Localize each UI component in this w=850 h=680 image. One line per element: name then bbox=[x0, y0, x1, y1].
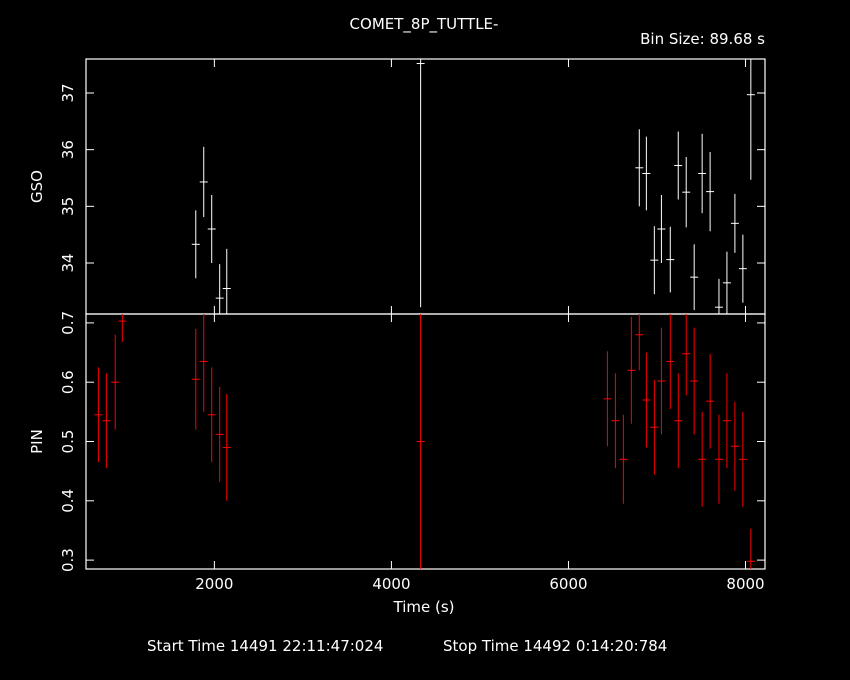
gso-data-point bbox=[698, 133, 707, 214]
pin-data-point bbox=[191, 328, 200, 430]
gso-data-point bbox=[722, 251, 731, 314]
pin-data-point bbox=[650, 379, 659, 475]
gso-ytick-label: 36 bbox=[59, 140, 77, 159]
pin-data-point bbox=[706, 353, 715, 449]
pin-data-point bbox=[698, 411, 707, 507]
pin-data-point bbox=[666, 314, 675, 409]
pin-xtick-label: 4000 bbox=[372, 575, 410, 593]
gso-data-point bbox=[674, 131, 683, 200]
pin-ytick-label: 0.3 bbox=[59, 548, 77, 572]
gso-data-point bbox=[714, 278, 723, 314]
pin-data-point bbox=[603, 351, 612, 447]
bin-size-label: Bin Size: 89.68 s bbox=[640, 30, 765, 48]
pin-data-point bbox=[416, 314, 425, 569]
pin-data-point bbox=[111, 334, 120, 430]
gso-data-point bbox=[746, 59, 755, 180]
pin-data-point bbox=[738, 411, 747, 507]
gso-data-point bbox=[207, 195, 216, 263]
pin-data-point bbox=[94, 367, 103, 463]
pin-data-point bbox=[642, 352, 651, 448]
pin-data-point bbox=[746, 528, 755, 569]
pin-ytick-label: 0.5 bbox=[59, 430, 77, 454]
pin-panel: 0.3 0.4 0.5 0.6 0.7 PIN 2000 4000 6000 8000 bbox=[28, 311, 766, 593]
pin-data-point bbox=[722, 373, 731, 469]
x-axis-label: Time (s) bbox=[393, 598, 455, 616]
gso-data-point bbox=[635, 129, 644, 207]
gso-data-point bbox=[730, 193, 739, 253]
gso-ytick-label: 35 bbox=[59, 197, 77, 216]
gso-data-point bbox=[682, 157, 691, 228]
pin-points bbox=[94, 314, 755, 569]
pin-data-point bbox=[619, 414, 628, 504]
pin-data-point bbox=[730, 401, 739, 491]
gso-data-point bbox=[690, 244, 699, 311]
pin-data-point bbox=[118, 314, 127, 342]
gso-data-point bbox=[666, 226, 675, 293]
pin-data-point bbox=[682, 314, 691, 396]
pin-data-point bbox=[215, 386, 224, 482]
gso-data-point bbox=[215, 264, 224, 314]
gso-data-point bbox=[191, 210, 200, 279]
pin-ytick-label: 0.6 bbox=[59, 370, 77, 394]
gso-ytick-label: 37 bbox=[59, 83, 77, 102]
gso-points bbox=[191, 59, 755, 314]
pin-xtick-label: 8000 bbox=[726, 575, 764, 593]
pin-xtick-label: 2000 bbox=[195, 575, 233, 593]
gso-data-point bbox=[416, 59, 425, 308]
gso-data-point bbox=[222, 248, 231, 314]
pin-ytick-label: 0.4 bbox=[59, 489, 77, 513]
pin-data-point bbox=[207, 367, 216, 463]
pin-frame bbox=[85, 313, 766, 570]
gso-data-point bbox=[642, 136, 651, 211]
chart-title: COMET_8P_TUTTLE- bbox=[350, 15, 499, 34]
gso-data-point bbox=[706, 151, 715, 232]
pin-data-point bbox=[102, 373, 111, 469]
pin-ylabel: PIN bbox=[28, 429, 46, 454]
pin-data-point bbox=[690, 327, 699, 435]
pin-data-point bbox=[222, 394, 231, 501]
gso-panel: 34 35 36 37 GSO bbox=[28, 58, 766, 315]
gso-data-point bbox=[199, 146, 208, 218]
pin-xtick-label: 6000 bbox=[549, 575, 587, 593]
pin-ytick-label: 0.7 bbox=[59, 311, 77, 335]
start-time-label: Start Time 14491 22:11:47:024 bbox=[147, 637, 383, 655]
stop-time-label: Stop Time 14492 0:14:20:784 bbox=[443, 637, 667, 655]
gso-frame bbox=[85, 58, 766, 315]
pin-data-point bbox=[611, 373, 620, 469]
pin-data-point bbox=[199, 314, 208, 412]
gso-data-point bbox=[738, 234, 747, 303]
pin-data-point bbox=[635, 314, 644, 371]
pin-data-point bbox=[627, 316, 636, 424]
pin-data-point bbox=[714, 414, 723, 504]
gso-ytick-label: 34 bbox=[59, 253, 77, 272]
pin-data-point bbox=[674, 373, 683, 469]
gso-data-point bbox=[657, 195, 666, 263]
gso-data-point bbox=[650, 226, 659, 295]
gso-ylabel: GSO bbox=[28, 170, 46, 203]
pin-data-point bbox=[657, 327, 666, 435]
